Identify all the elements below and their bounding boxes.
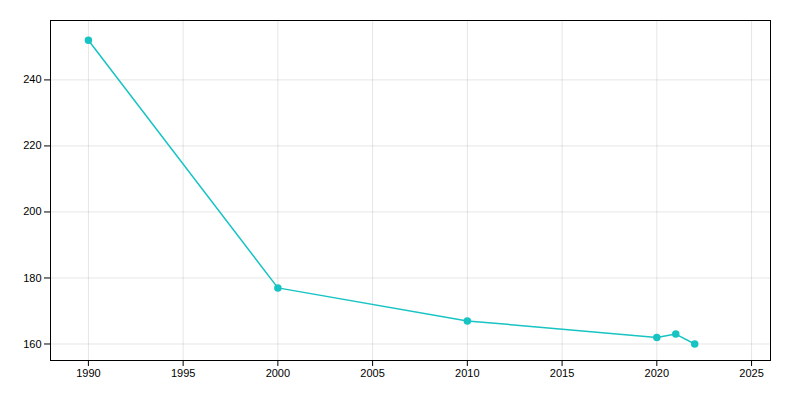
svg-text:2005: 2005 bbox=[360, 367, 384, 379]
svg-text:200: 200 bbox=[23, 205, 41, 217]
svg-text:2025: 2025 bbox=[739, 367, 763, 379]
svg-text:1995: 1995 bbox=[171, 367, 195, 379]
svg-text:180: 180 bbox=[23, 271, 41, 283]
svg-text:220: 220 bbox=[23, 139, 41, 151]
svg-text:240: 240 bbox=[23, 73, 41, 85]
svg-text:2000: 2000 bbox=[266, 367, 290, 379]
svg-text:1990: 1990 bbox=[76, 367, 100, 379]
svg-text:2015: 2015 bbox=[550, 367, 574, 379]
svg-text:160: 160 bbox=[23, 338, 41, 350]
svg-text:2010: 2010 bbox=[455, 367, 479, 379]
svg-text:2020: 2020 bbox=[645, 367, 669, 379]
